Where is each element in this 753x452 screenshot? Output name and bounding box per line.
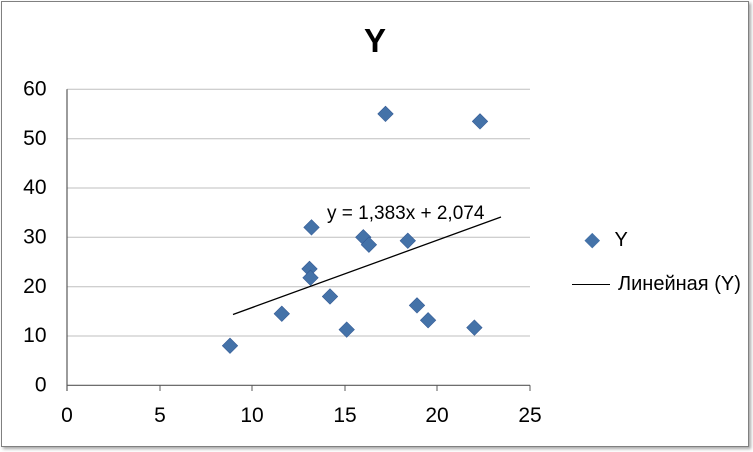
svg-text:30: 30 <box>23 226 46 249</box>
svg-text:20: 20 <box>23 275 46 298</box>
svg-text:0: 0 <box>61 404 73 427</box>
svg-text:50: 50 <box>23 127 46 150</box>
svg-text:15: 15 <box>333 404 356 427</box>
svg-text:0: 0 <box>35 374 47 397</box>
svg-text:10: 10 <box>240 404 263 427</box>
svg-text:60: 60 <box>23 78 46 101</box>
svg-text:y = 1,383x + 2,074: y = 1,383x + 2,074 <box>327 203 485 224</box>
svg-text:20: 20 <box>425 404 448 427</box>
svg-text:40: 40 <box>23 176 46 199</box>
svg-text:5: 5 <box>154 404 166 427</box>
svg-text:10: 10 <box>23 324 46 347</box>
svg-text:25: 25 <box>518 404 541 427</box>
